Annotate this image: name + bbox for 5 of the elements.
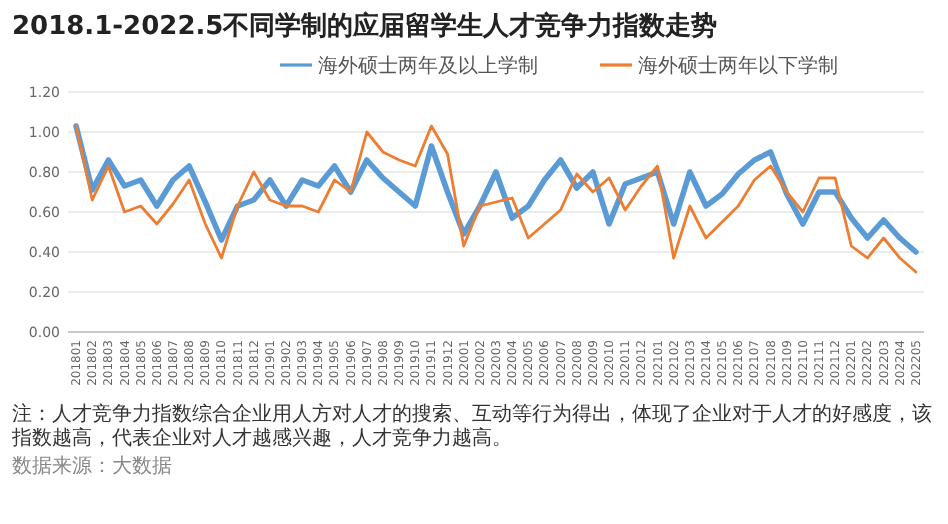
chart-title: 2018.1-2022.5不同学制的应届留学生人才竞争力指数走势 — [12, 10, 718, 42]
source-note: 数据来源：大数据 — [12, 454, 172, 478]
text: 注：人才竞争力指数综合企业用人方对人才的搜索、互动等行为得出，体现了企业对于人才的好感度，该指数越高，代表企业对人才越感兴趣，人才竞争力越高。 — [10, 402, 932, 450]
legend-label: 海外硕士两年及以上学制 — [318, 54, 538, 78]
legend-label: 海外硕士两年以下学制 — [638, 54, 838, 78]
